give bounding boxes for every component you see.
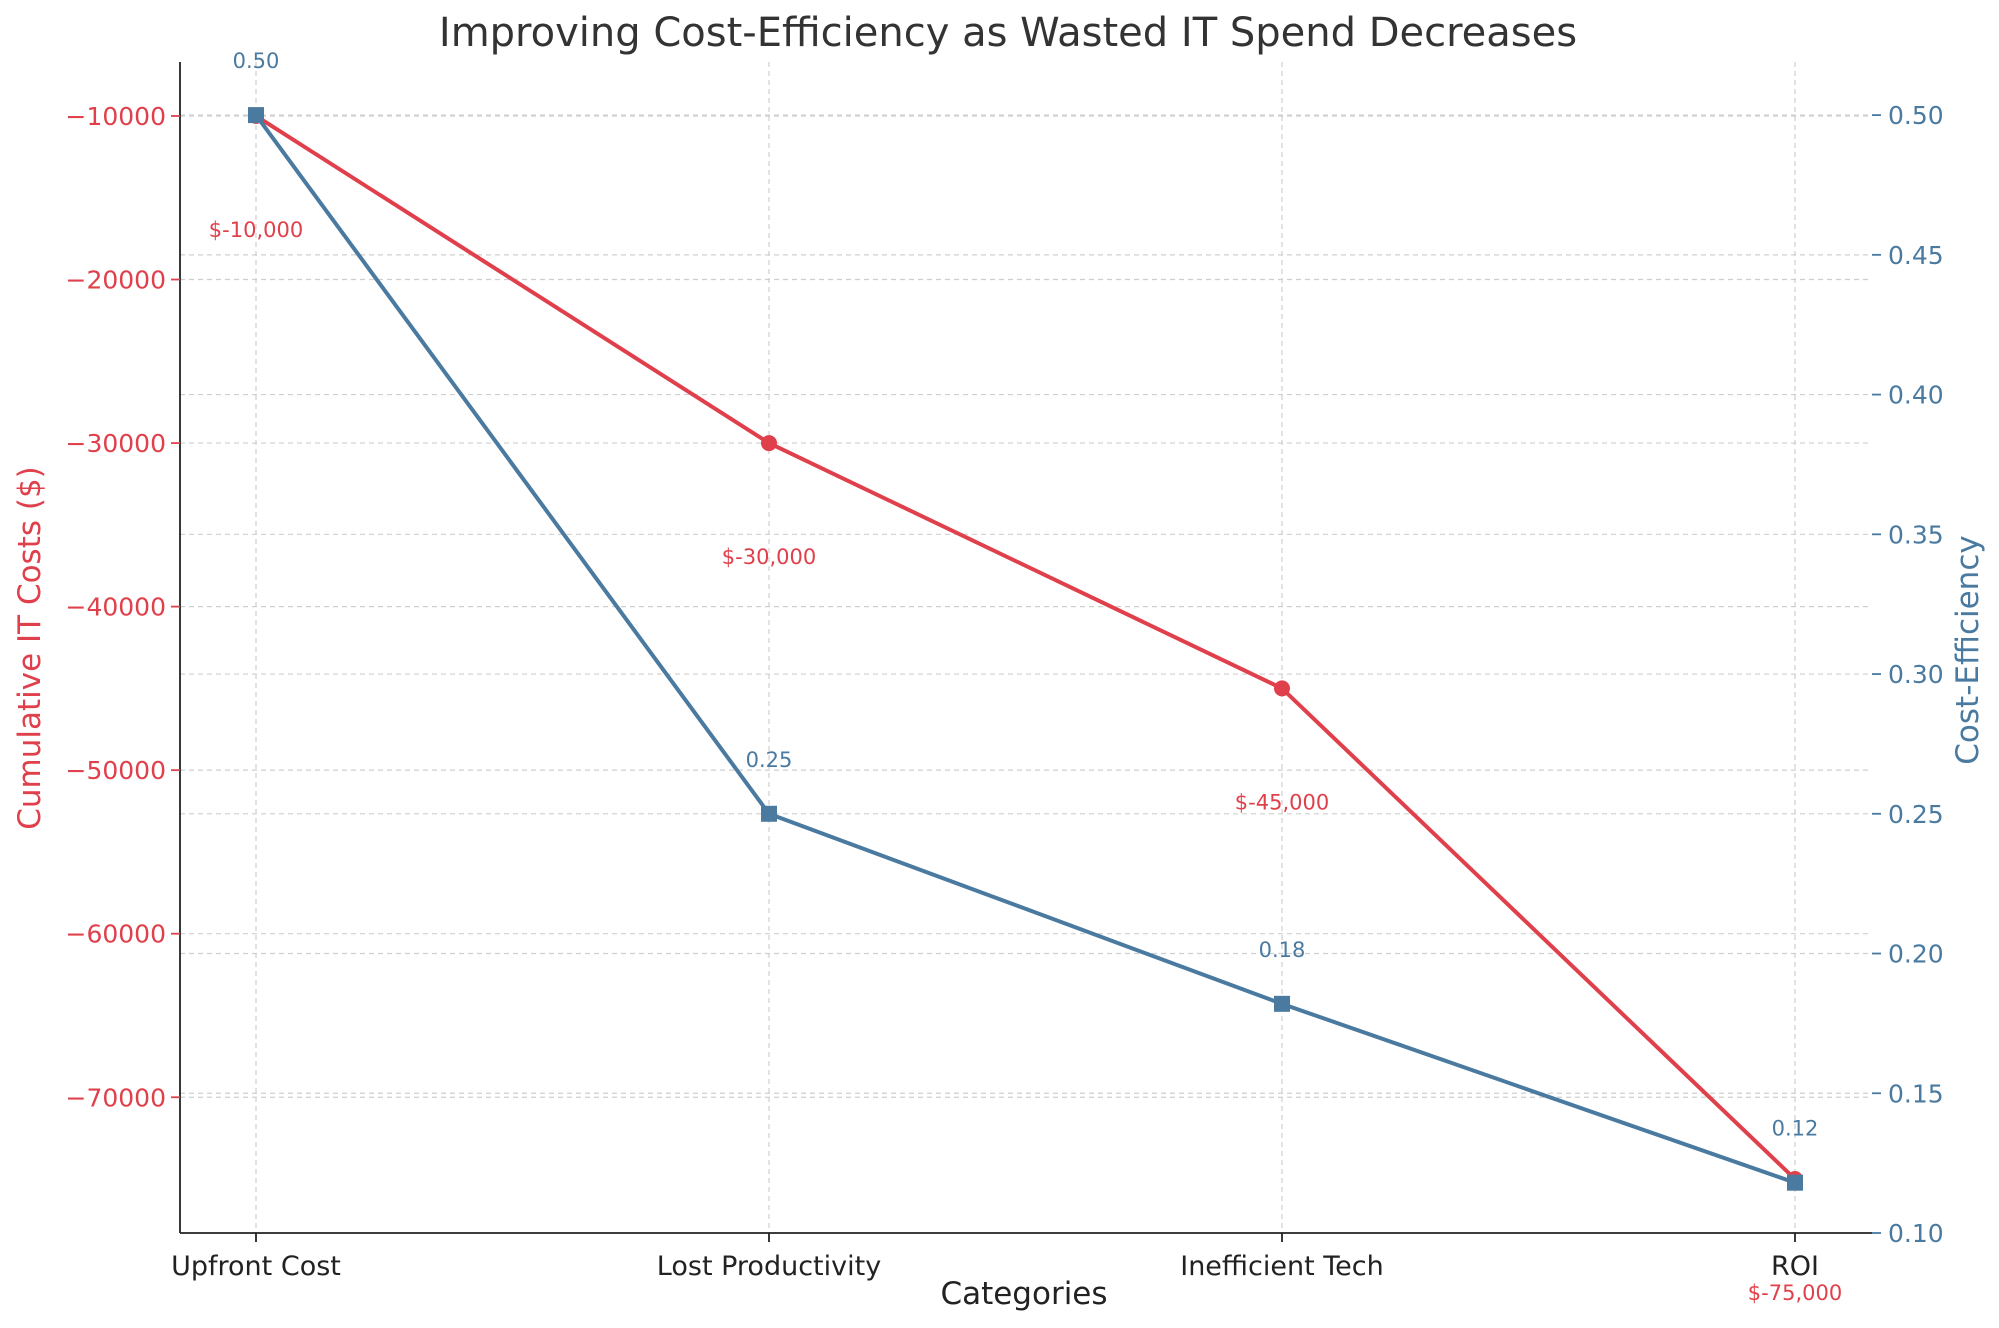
efficiency-data-label: 0.25: [746, 748, 793, 772]
costs-data-label: $-75,000: [1748, 1281, 1842, 1305]
right-tick-label: 0.35: [1888, 520, 1944, 549]
left-tick-label: −30000: [66, 429, 166, 458]
left-tick-label: −20000: [66, 266, 166, 295]
costs-point: [1274, 680, 1290, 697]
data-labels-layer: $-10,000 $-30,000 $-45,000 $-75,000 0.50 0.25…: [209, 49, 1842, 1305]
efficiency-data-label: 0.50: [233, 49, 280, 73]
x-axis-title: Categories: [940, 1276, 1107, 1312]
efficiency-point: [761, 805, 777, 822]
costs-data-label: $-45,000: [1235, 790, 1329, 814]
efficiency-point: [248, 107, 264, 124]
left-tick-label: −50000: [66, 756, 166, 785]
right-tick-label: 0.10: [1888, 1219, 1944, 1248]
right-tick-label: 0.40: [1888, 381, 1944, 410]
costs-series-line: [254, 114, 1797, 1181]
series-layer: [248, 107, 1803, 1191]
x-tick-label: Upfront Cost: [171, 1251, 341, 1282]
right-tick-label: 0.15: [1888, 1079, 1944, 1108]
costs-data-label: $-10,000: [209, 218, 303, 242]
costs-point: [761, 435, 777, 452]
chart-title: Improving Cost-Efficiency as Wasted IT S…: [439, 10, 1577, 56]
efficiency-point: [1274, 995, 1290, 1012]
axes-layer: −10000 −20000 −30000 −40000 −50000 −60000 −700…: [66, 62, 1944, 1282]
right-tick-label: 0.50: [1888, 101, 1944, 130]
efficiency-data-label: 0.12: [1772, 1117, 1819, 1141]
left-tick-label: −60000: [66, 920, 166, 949]
efficiency-data-label: 0.18: [1259, 938, 1306, 962]
costs-data-label: $-30,000: [722, 545, 816, 569]
efficiency-series-line: [254, 113, 1796, 1185]
right-tick-label: 0.25: [1888, 800, 1944, 829]
left-tick-label: −40000: [66, 593, 166, 622]
right-axis-title: Cost-Efficiency: [1950, 535, 1986, 764]
efficiency-point: [1787, 1174, 1803, 1191]
right-tick-label: 0.20: [1888, 940, 1944, 969]
x-tick-label: ROI: [1771, 1251, 1819, 1282]
x-tick-label: Inefficient Tech: [1180, 1251, 1384, 1282]
left-tick-label: −10000: [66, 102, 166, 131]
grid-layer: [180, 62, 1872, 1234]
right-tick-label: 0.45: [1888, 241, 1944, 270]
x-tick-label: Lost Productivity: [657, 1251, 881, 1282]
left-tick-label: −70000: [66, 1083, 166, 1112]
left-axis-title: Cumulative IT Costs ($): [12, 466, 48, 830]
right-tick-label: 0.30: [1888, 660, 1944, 689]
